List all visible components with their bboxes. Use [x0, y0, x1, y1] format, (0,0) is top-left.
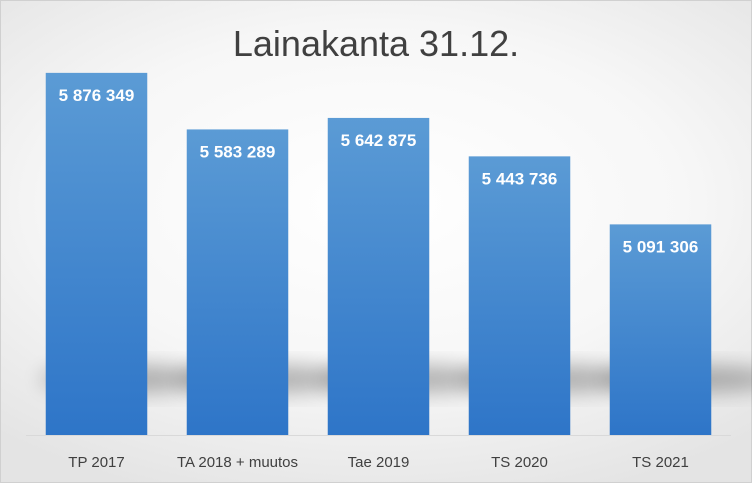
x-tick-label-2: TA 2018 + muutos [177, 454, 298, 471]
x-tick-label-3: Tae 2019 [348, 454, 410, 471]
data-label-1: 5 876 349 [59, 86, 135, 105]
x-tick-label-5: TS 2021 [632, 454, 689, 471]
bar-5 [609, 224, 712, 435]
bar-2 [186, 129, 289, 435]
x-tick-label-1: TP 2017 [68, 454, 124, 471]
data-label-2: 5 583 289 [200, 142, 276, 161]
bar-1 [45, 72, 148, 436]
chart-title: Lainakanta 31.12. [232, 23, 520, 64]
data-label-4: 5 443 736 [482, 169, 558, 188]
x-tick-label-4: TS 2020 [491, 454, 548, 471]
bar-4 [468, 156, 571, 435]
data-label-5: 5 091 306 [623, 237, 699, 256]
data-label-3: 5 642 875 [341, 131, 417, 150]
bar-3 [327, 117, 430, 436]
